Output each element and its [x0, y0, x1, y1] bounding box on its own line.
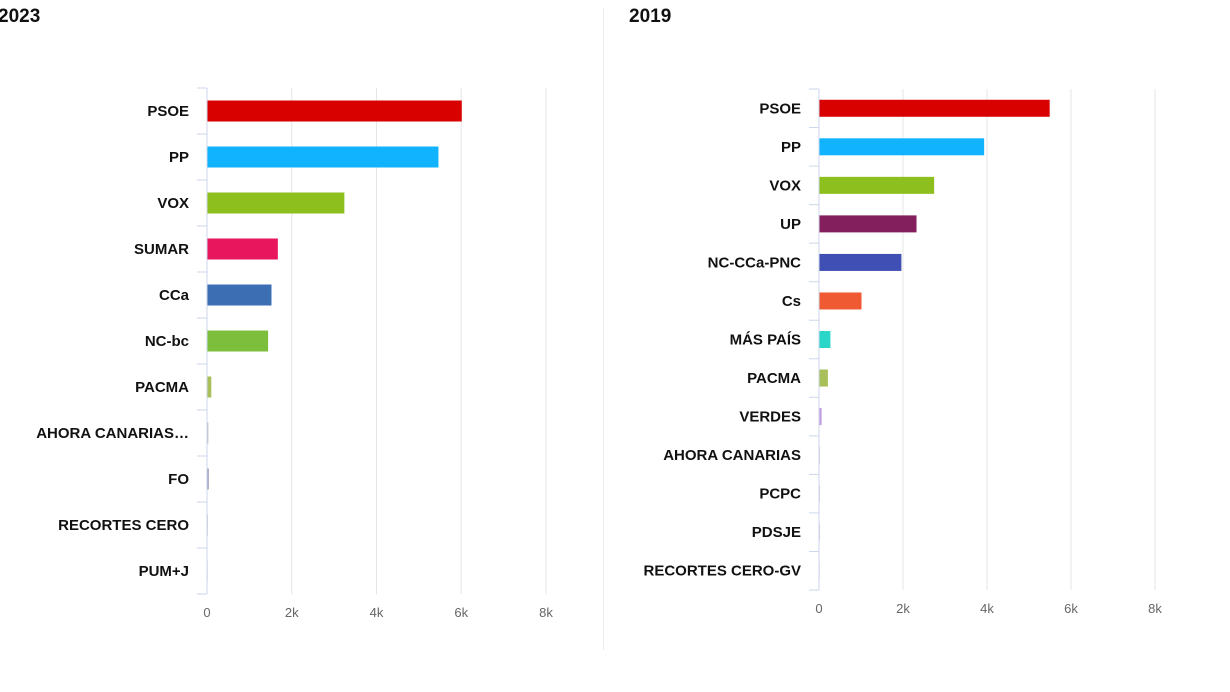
bar-up[interactable] — [819, 215, 917, 233]
bar-pp[interactable] — [207, 146, 439, 168]
category-label: AHORA CANARIAS… — [36, 425, 189, 442]
category-label: PSOE — [759, 100, 801, 117]
category-label: NC-bc — [145, 333, 189, 350]
bar-nc-cca-pnc[interactable] — [819, 253, 902, 271]
category-label: SUMAR — [134, 241, 189, 258]
category-label: RECORTES CERO — [58, 517, 189, 534]
category-label: CCa — [159, 287, 190, 304]
category-label: PUM+J — [139, 563, 189, 580]
x-tick-label: 8k — [1148, 601, 1162, 616]
category-label: RECORTES CERO-GV — [643, 563, 801, 580]
bar-sumar[interactable] — [207, 238, 278, 260]
category-label: VOX — [157, 195, 189, 212]
bar-pacma[interactable] — [819, 369, 828, 387]
category-label: VOX — [769, 177, 801, 194]
bar-verdes[interactable] — [819, 408, 822, 426]
x-tick-label: 2k — [896, 601, 910, 616]
chart-2023: PSOE PP VOX SUMAR CCa NC-bc PACMA AHORA CANARIA… — [36, 87, 553, 620]
category-label: VERDES — [739, 409, 801, 426]
bar-pp[interactable] — [819, 138, 985, 156]
bar-cca[interactable] — [207, 284, 272, 306]
chart-2023-title: 2023 — [0, 6, 41, 27]
x-tick-label: 4k — [370, 605, 384, 620]
bar-vox[interactable] — [819, 176, 935, 194]
category-label: Cs — [782, 293, 801, 310]
bar-ahora-canarias[interactable] — [207, 422, 209, 444]
category-label: UP — [780, 216, 801, 233]
category-label: FO — [168, 471, 189, 488]
x-tick-label: 6k — [454, 605, 468, 620]
category-label: PACMA — [747, 370, 801, 387]
category-label: PCPC — [759, 486, 801, 503]
bar-psoe[interactable] — [207, 100, 462, 122]
category-label: PACMA — [135, 379, 189, 396]
category-label: AHORA CANARIAS — [663, 447, 801, 464]
x-tick-label: 0 — [203, 605, 210, 620]
bar-pacma[interactable] — [207, 376, 212, 398]
bar-cs[interactable] — [819, 292, 862, 310]
x-tick-label: 4k — [980, 601, 994, 616]
bar-vox[interactable] — [207, 192, 345, 214]
bar-m-s-pa-s[interactable] — [819, 331, 831, 348]
x-tick-label: 2k — [285, 605, 299, 620]
bar-psoe[interactable] — [819, 99, 1050, 117]
x-tick-label: 0 — [815, 601, 822, 616]
panel-divider — [603, 8, 604, 650]
category-label: PP — [169, 149, 189, 166]
x-tick-label: 8k — [539, 605, 553, 620]
x-tick-label: 6k — [1064, 601, 1078, 616]
category-label: PSOE — [147, 103, 189, 120]
bar-nc-bc[interactable] — [207, 330, 269, 352]
chart-2019-title: 2019 — [629, 6, 672, 27]
category-label: NC-CCa-PNC — [708, 254, 802, 271]
category-label: MÁS PAÍS — [730, 332, 801, 349]
category-label: PP — [781, 139, 801, 156]
category-label: PDSJE — [752, 524, 801, 541]
bar-fo[interactable] — [207, 468, 209, 490]
